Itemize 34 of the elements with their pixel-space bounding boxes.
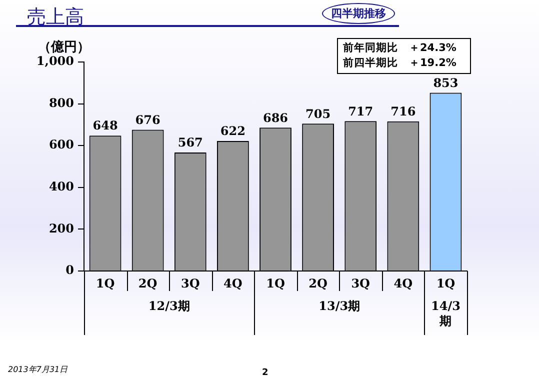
y-tick-label: 200: [48, 221, 74, 236]
text: 13/3期: [318, 299, 360, 314]
text: 14/3期: [431, 299, 460, 328]
y-axis-title: （億円）: [38, 38, 90, 56]
y-tick-label: 400: [48, 180, 74, 194]
x-tick-label: 1Q: [266, 276, 285, 290]
x-tick-label: 1Q: [436, 276, 456, 290]
x-tick-label: 3Q: [180, 276, 200, 290]
data-label: 716: [390, 104, 416, 118]
y-tick-label: 0: [66, 263, 74, 278]
y-tick-label: 1,000: [36, 54, 74, 68]
x-tick-label: 2Q: [138, 276, 158, 290]
x-tick-label: 3Q: [351, 276, 370, 290]
data-label: 676: [135, 112, 160, 127]
x-tick-label: 2Q: [308, 276, 328, 290]
data-label: 648: [92, 118, 118, 133]
data-label: 853: [433, 76, 458, 90]
data-label: 686: [262, 110, 288, 125]
chart-title: 売上高: [27, 5, 84, 30]
x-tick-label: 4Q: [394, 276, 413, 290]
data-label: 705: [306, 106, 331, 121]
x-tick-label: 4Q: [224, 276, 242, 290]
y-tick-label: 600: [48, 138, 74, 152]
chart-subtitle: 四半期推移: [322, 3, 395, 24]
text: 前年同期比 ＋24.3%: [343, 41, 458, 56]
y-tick-label: 800: [48, 96, 74, 110]
data-label: 717: [348, 104, 374, 118]
data-label: 567: [178, 136, 203, 150]
data-label: 622: [220, 124, 246, 138]
annotation: 前四半期比 ＋19.2%: [343, 56, 458, 71]
text: 2: [262, 368, 268, 378]
x-tick-label: 1Q: [96, 276, 115, 290]
text: 2013年7月31日: [8, 364, 68, 375]
text: 12/3期: [148, 299, 190, 314]
